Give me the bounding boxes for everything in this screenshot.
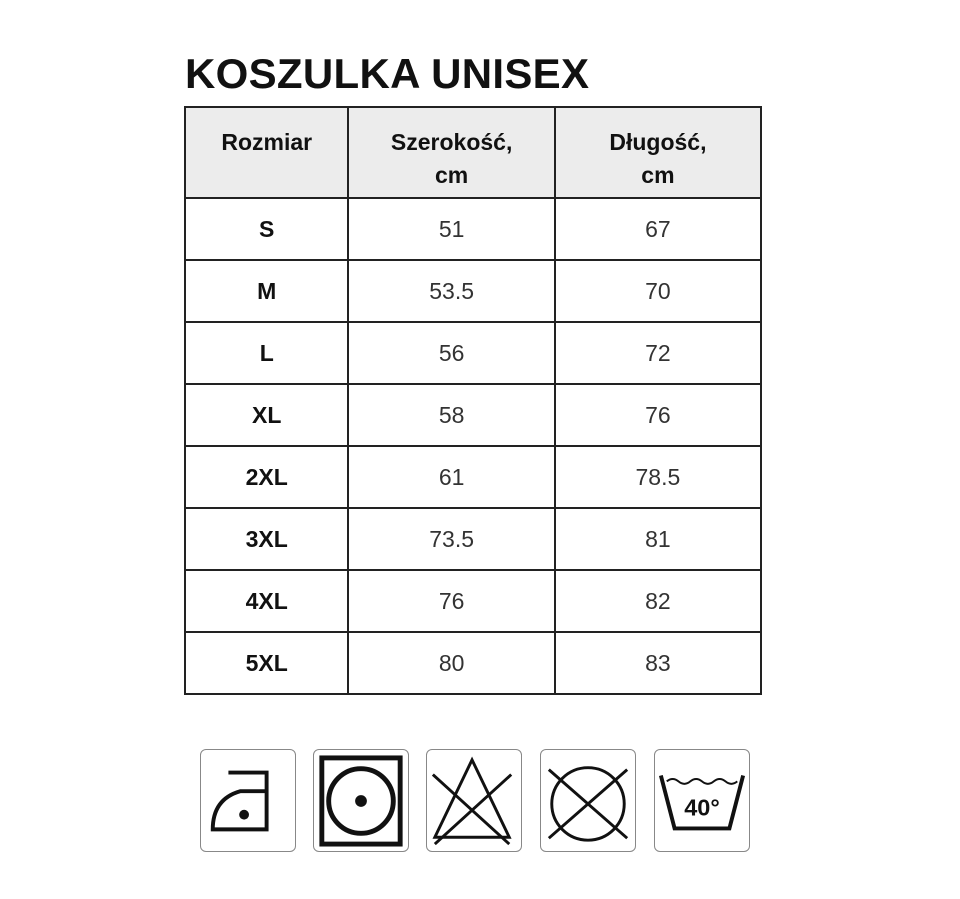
header-length: Długość, cm bbox=[553, 106, 763, 199]
size-cell: S bbox=[183, 197, 350, 261]
size-cell: 5XL bbox=[183, 631, 350, 695]
do-not-dry-clean-icon bbox=[540, 749, 636, 852]
size-cell: 2XL bbox=[183, 445, 350, 509]
width-cell: 61 bbox=[347, 445, 556, 509]
table-row: 4XL 76 82 bbox=[183, 569, 763, 633]
size-cell: L bbox=[183, 321, 350, 385]
wash-temperature: 40° bbox=[684, 795, 720, 821]
table-row: XL 58 76 bbox=[183, 383, 763, 447]
length-cell: 67 bbox=[553, 197, 763, 261]
width-cell: 53.5 bbox=[347, 259, 556, 323]
length-cell: 70 bbox=[553, 259, 763, 323]
length-cell: 82 bbox=[553, 569, 763, 633]
table-row: M 53.5 70 bbox=[183, 259, 763, 323]
header-row: Rozmiar Szerokość, cm Długość, cm bbox=[183, 106, 763, 199]
length-cell: 81 bbox=[553, 507, 763, 571]
width-cell: 76 bbox=[347, 569, 556, 633]
do-not-bleach-icon bbox=[426, 749, 522, 852]
length-cell: 78.5 bbox=[553, 445, 763, 509]
size-cell: 4XL bbox=[183, 569, 350, 633]
page-title: KOSZULKA UNISEX bbox=[185, 50, 590, 97]
table-row: 5XL 80 83 bbox=[183, 631, 763, 695]
width-cell: 80 bbox=[347, 631, 556, 695]
size-cell: 3XL bbox=[183, 507, 350, 571]
iron-low-heat-icon bbox=[200, 749, 296, 852]
tumble-dry-icon bbox=[313, 749, 409, 852]
width-cell: 73.5 bbox=[347, 507, 556, 571]
width-cell: 56 bbox=[347, 321, 556, 385]
header-width: Szerokość, cm bbox=[347, 106, 556, 199]
width-cell: 58 bbox=[347, 383, 556, 447]
length-cell: 76 bbox=[553, 383, 763, 447]
width-cell: 51 bbox=[347, 197, 556, 261]
size-cell: M bbox=[183, 259, 350, 323]
table-row: 2XL 61 78.5 bbox=[183, 445, 763, 509]
size-cell: XL bbox=[183, 383, 350, 447]
table-row: 3XL 73.5 81 bbox=[183, 507, 763, 571]
wash-40-icon: 40° bbox=[654, 749, 750, 852]
table-row: L 56 72 bbox=[183, 321, 763, 385]
table-row: S 51 67 bbox=[183, 197, 763, 261]
length-cell: 83 bbox=[553, 631, 763, 695]
header-size: Rozmiar bbox=[183, 106, 350, 199]
size-table: Rozmiar Szerokość, cm Długość, cm S 51 67 M 53… bbox=[183, 106, 763, 695]
length-cell: 72 bbox=[553, 321, 763, 385]
